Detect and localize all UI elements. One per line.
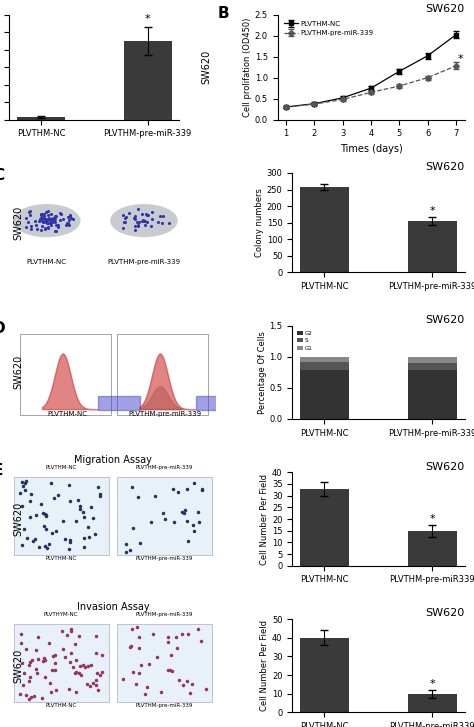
Text: SW620: SW620 [425, 462, 465, 472]
FancyBboxPatch shape [14, 624, 109, 702]
Y-axis label: Cell prolifation (OD450): Cell prolifation (OD450) [243, 17, 252, 117]
FancyBboxPatch shape [20, 334, 111, 415]
Text: PLVTHM-NC: PLVTHM-NC [27, 260, 67, 265]
Bar [300, 357, 348, 361]
Text: SW620: SW620 [425, 162, 465, 172]
Legend: G2, S, G1: G2, S, G1 [295, 329, 314, 353]
Text: SW620: SW620 [425, 315, 465, 325]
Bar [408, 694, 456, 712]
FancyBboxPatch shape [117, 477, 212, 555]
Bar [408, 531, 456, 566]
Text: PLVTHM-NC: PLVTHM-NC [46, 465, 77, 470]
Y-axis label: Percentage Of Cells: Percentage Of Cells [257, 331, 266, 414]
FancyBboxPatch shape [117, 624, 212, 702]
Text: *: * [457, 54, 463, 64]
Circle shape [111, 205, 177, 236]
FancyBboxPatch shape [117, 334, 208, 415]
Text: Invasion Assay: Invasion Assay [77, 601, 149, 611]
Text: E: E [0, 463, 3, 478]
Polygon shape [140, 387, 181, 409]
Text: *: * [429, 206, 435, 216]
Text: SW620: SW620 [425, 608, 465, 618]
Bar [408, 221, 456, 272]
Text: *: * [429, 679, 435, 689]
Polygon shape [140, 354, 196, 409]
Text: SW620: SW620 [14, 206, 24, 240]
Text: PLVTHM-pre-miR-339: PLVTHM-pre-miR-339 [136, 556, 193, 561]
Text: SW620: SW620 [14, 648, 24, 683]
Text: Migration Assay: Migration Assay [74, 455, 152, 465]
Text: B: B [218, 6, 229, 21]
Bar [300, 638, 348, 712]
Bar [408, 370, 456, 419]
Text: C: C [0, 168, 4, 183]
Polygon shape [99, 395, 140, 409]
FancyBboxPatch shape [14, 477, 109, 555]
Bar [408, 357, 456, 363]
Text: *: * [145, 14, 151, 24]
Y-axis label: Colony numbers: Colony numbers [255, 188, 264, 257]
Bar [300, 370, 348, 419]
Text: PLVTHM-pre-miR-339: PLVTHM-pre-miR-339 [128, 411, 201, 417]
Text: D: D [0, 321, 6, 336]
Text: SW620: SW620 [425, 4, 465, 14]
Bar [17, 117, 65, 120]
Polygon shape [237, 387, 278, 409]
Text: PLVTHYM-NC: PLVTHYM-NC [44, 612, 78, 617]
Text: PLVTHM-pre-miR-339: PLVTHM-pre-miR-339 [136, 465, 193, 470]
Bar [408, 363, 456, 370]
Bar [300, 489, 348, 566]
Y-axis label: Cell Number Per Field: Cell Number Per Field [260, 473, 269, 564]
Text: SW620: SW620 [14, 355, 24, 390]
Text: SW620: SW620 [14, 502, 24, 536]
Bar [124, 41, 172, 120]
Circle shape [14, 205, 80, 236]
Legend: PLVTHM-NC, PLVTHM-pre-miR-339: PLVTHM-NC, PLVTHM-pre-miR-339 [281, 18, 376, 39]
Text: PLVTHM-pre-miR-339: PLVTHM-pre-miR-339 [136, 703, 193, 708]
X-axis label: Times (days): Times (days) [340, 144, 402, 154]
Polygon shape [196, 395, 237, 409]
Y-axis label: Cell Number Per Field: Cell Number Per Field [260, 620, 269, 711]
Text: PLVTHM-pre-miR-339: PLVTHM-pre-miR-339 [108, 260, 181, 265]
Text: PLVTHM-NC: PLVTHM-NC [47, 411, 87, 417]
Text: PLVTHM-NC: PLVTHM-NC [46, 556, 77, 561]
Text: PLVTHM-pre-miR-339: PLVTHM-pre-miR-339 [136, 612, 193, 617]
Text: *: * [429, 514, 435, 523]
Text: PLVTHM-NC: PLVTHM-NC [46, 703, 77, 708]
Polygon shape [43, 354, 99, 409]
Text: SW620: SW620 [201, 50, 211, 84]
Bar [300, 187, 348, 272]
Bar [300, 361, 348, 370]
